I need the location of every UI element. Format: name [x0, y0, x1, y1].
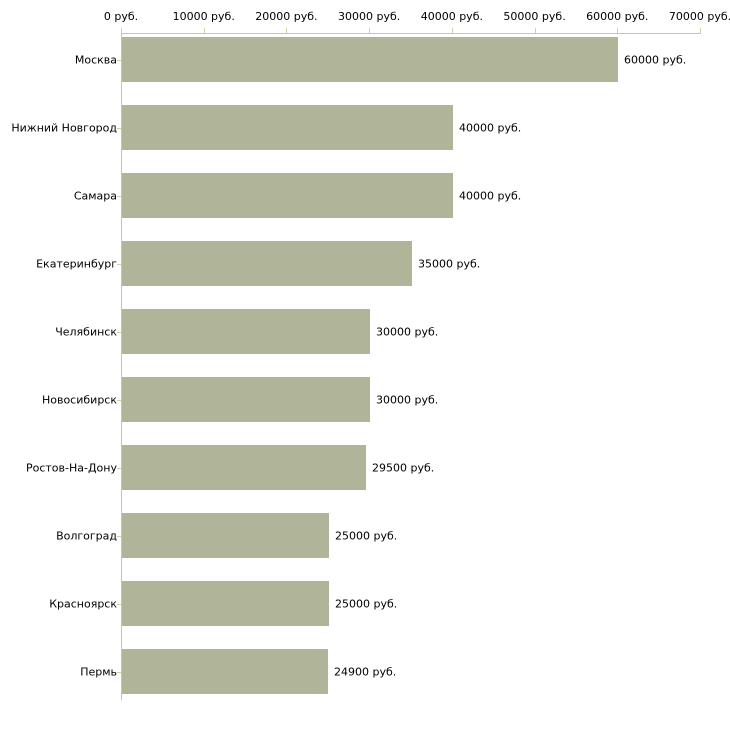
x-tick-label: 20000 руб. — [255, 10, 318, 23]
value-label: 40000 руб. — [459, 121, 522, 134]
y-tick — [117, 399, 121, 401]
y-tick — [117, 535, 121, 537]
value-label: 30000 руб. — [376, 325, 439, 338]
bar — [122, 649, 328, 694]
bar — [122, 37, 618, 82]
y-tick — [117, 603, 121, 605]
value-label: 25000 руб. — [335, 529, 398, 542]
x-tick-label: 30000 руб. — [338, 10, 401, 23]
category-label: Челябинск — [55, 325, 117, 338]
bar — [122, 377, 370, 422]
x-tick — [617, 28, 619, 33]
category-label: Самара — [73, 189, 117, 202]
x-tick — [700, 28, 701, 33]
bar — [122, 581, 329, 626]
bar — [122, 309, 370, 354]
x-tick — [203, 28, 205, 33]
value-label: 40000 руб. — [459, 189, 522, 202]
category-label: Новосибирск — [41, 393, 117, 406]
value-label: 24900 руб. — [334, 665, 397, 678]
y-tick — [117, 467, 121, 469]
bar — [122, 173, 453, 218]
x-tick — [369, 28, 371, 33]
category-label: Москва — [74, 53, 117, 66]
y-tick — [117, 263, 121, 265]
value-label: 60000 руб. — [624, 53, 687, 66]
x-tick — [121, 28, 122, 33]
value-label: 35000 руб. — [418, 257, 481, 270]
x-tick-label: 0 руб. — [103, 10, 139, 23]
x-tick — [451, 28, 453, 33]
category-label: Нижний Новгород — [11, 121, 117, 134]
category-label: Ростов-На-Дону — [25, 461, 117, 474]
y-tick — [117, 195, 121, 197]
y-axis-line — [121, 33, 122, 700]
x-tick-label: 50000 руб. — [503, 10, 566, 23]
bar — [122, 105, 453, 150]
y-tick — [117, 331, 121, 333]
bar — [122, 445, 366, 490]
category-label: Красноярск — [49, 597, 117, 610]
category-label: Волгоград — [56, 529, 117, 542]
x-tick-label: 70000 руб. — [668, 10, 730, 23]
y-tick — [117, 671, 121, 673]
x-tick-label: 10000 руб. — [172, 10, 235, 23]
category-label: Пермь — [80, 665, 117, 678]
category-label: Екатеринбург — [36, 257, 117, 270]
bar — [122, 241, 412, 286]
value-label: 25000 руб. — [335, 597, 398, 610]
x-tick-label: 60000 руб. — [586, 10, 649, 23]
value-label: 29500 руб. — [372, 461, 435, 474]
y-tick — [117, 59, 121, 61]
x-tick — [286, 28, 288, 33]
bar — [122, 513, 329, 558]
x-tick — [534, 28, 536, 33]
value-label: 30000 руб. — [376, 393, 439, 406]
x-tick-label: 40000 руб. — [420, 10, 483, 23]
y-tick — [117, 127, 121, 129]
x-axis-line — [121, 33, 701, 34]
